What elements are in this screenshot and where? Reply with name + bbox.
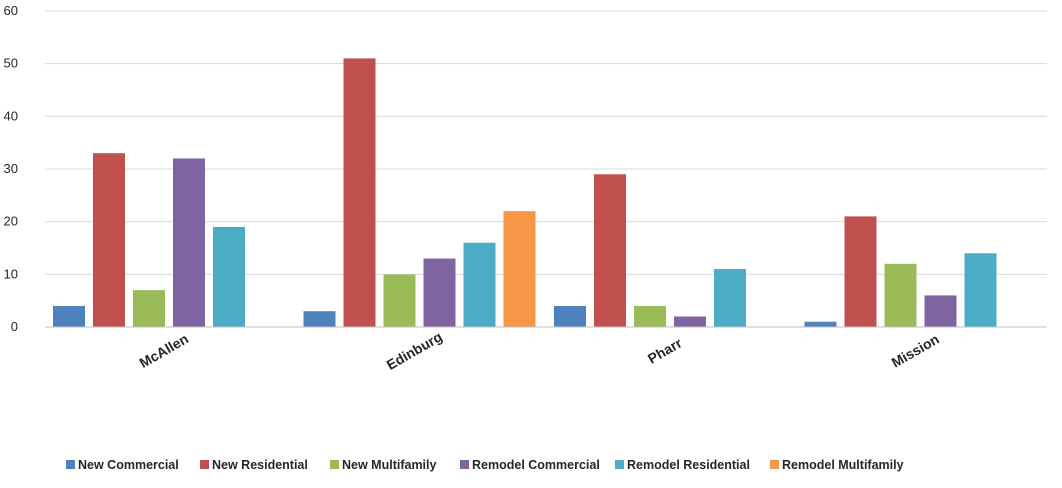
legend: New Commercial New Residential New Multifa… [66,458,904,472]
bar-new-multifamily-mcallen [133,290,165,327]
bar-new-multifamily-pharr [634,305,666,327]
bar-new-commercial-pharr [554,305,586,327]
bar-remodel-residential-edinburg [463,242,496,327]
legend-swatch [200,460,209,469]
y-tick-label: 50 [4,56,18,71]
legend-label: New Commercial [78,458,179,472]
y-tick-label: 0 [11,319,18,334]
legend-label: Remodel Multifamily [782,458,904,472]
legend-swatch [66,460,75,469]
bar-remodel-multifamily-edinburg [503,211,536,327]
bar-new-commercial-mission [804,321,837,327]
bar-new-residential-mcallen [93,153,125,327]
bar-remodel-residential-mission [964,253,997,327]
bar-new-commercial-edinburg [303,311,336,327]
legend-swatch [330,460,339,469]
bar-remodel-commercial-mcallen [173,158,205,327]
x-tick-label: Pharr [645,334,685,366]
x-tick-label: McAllen [137,330,191,371]
bar-remodel-residential-pharr [714,269,746,327]
bar-remodel-commercial-mission [924,295,957,327]
x-tick-label: Mission [889,331,942,371]
legend-label: Remodel Commercial [472,458,600,472]
legend-swatch [460,460,469,469]
bar-new-residential-edinburg [343,58,376,328]
y-tick-label: 20 [4,214,18,229]
bar-new-commercial-mcallen [53,305,85,327]
legend-swatch [615,460,624,469]
bar-new-multifamily-edinburg [383,274,416,327]
y-tick-label: 30 [4,161,18,176]
bars [53,58,997,328]
bar-remodel-commercial-edinburg [423,258,456,327]
legend-label: Remodel Residential [627,458,750,472]
bar-new-multifamily-mission [884,263,917,327]
y-tick-label: 10 [4,266,18,281]
legend-label: New Residential [212,458,308,472]
y-tick-label: 60 [4,3,18,18]
legend-swatch [770,460,779,469]
bar-remodel-residential-mcallen [213,226,245,327]
legend-label: New Multifamily [342,458,437,472]
bar-new-residential-mission [844,216,877,327]
bar-remodel-commercial-pharr [674,316,706,327]
gridlines [45,10,1047,275]
y-tick-label: 40 [4,108,18,123]
x-tick-label: Edinburg [384,328,445,373]
bar-new-residential-pharr [594,174,626,327]
